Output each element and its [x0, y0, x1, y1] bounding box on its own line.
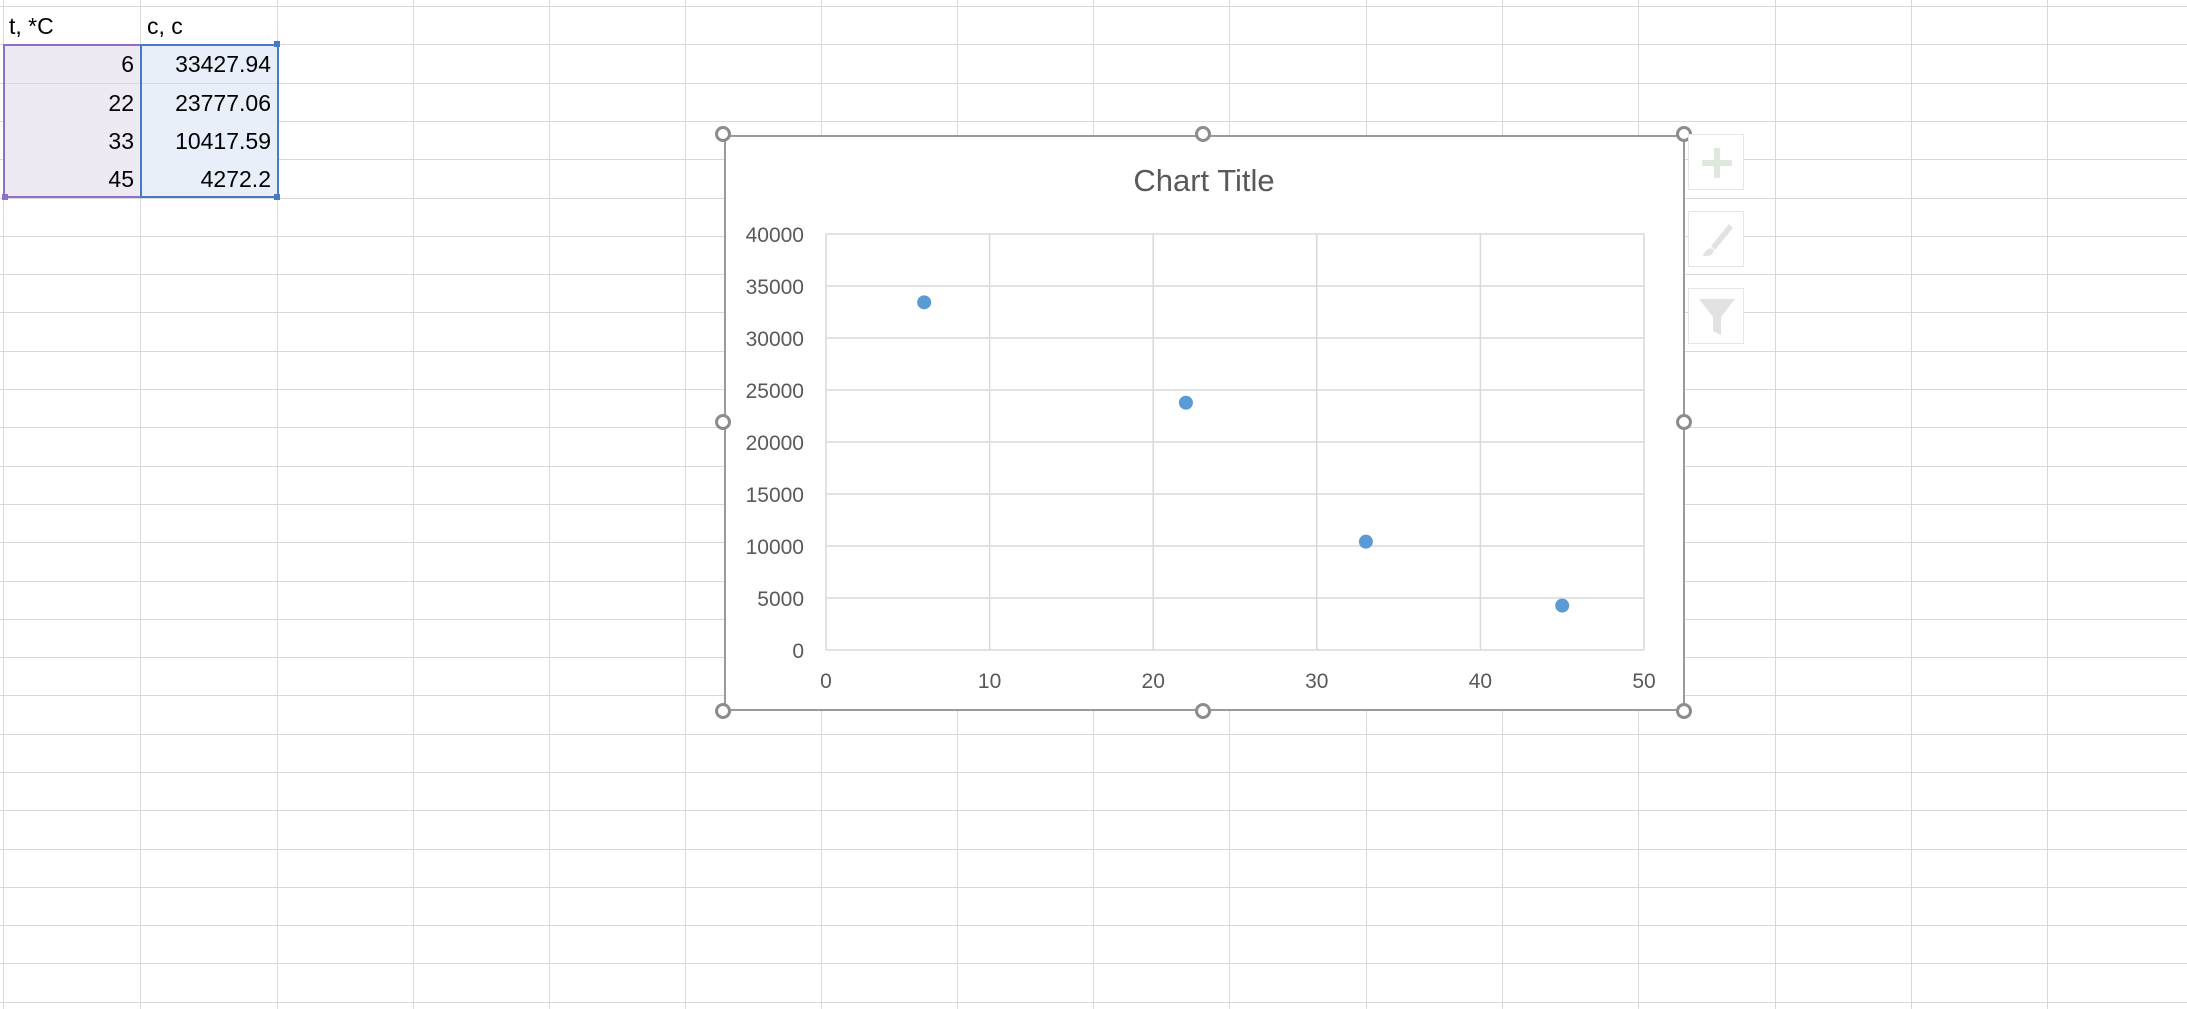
gridline-horizontal — [0, 44, 2187, 45]
cell-b4[interactable]: 10417.59 — [141, 122, 277, 160]
cell-a1[interactable]: t, *C — [9, 13, 54, 39]
data-point[interactable] — [917, 295, 932, 310]
resize-handle-middle-right[interactable] — [1676, 414, 1692, 430]
cell-a3[interactable]: 22 — [4, 84, 140, 122]
resize-handle-bottom-left[interactable] — [715, 703, 731, 719]
x-tick-label: 0 — [820, 670, 832, 693]
cell-a2[interactable]: 6 — [4, 45, 140, 83]
resize-handle-middle-left[interactable] — [715, 414, 731, 430]
resize-handle-top-left[interactable] — [715, 126, 731, 142]
resize-handle-bottom-middle[interactable] — [1195, 703, 1211, 719]
data-point[interactable] — [1178, 395, 1193, 410]
cell-a5[interactable]: 45 — [4, 160, 140, 198]
resize-handle-top-middle[interactable] — [1195, 126, 1211, 142]
chart-filters-button[interactable] — [1688, 288, 1744, 344]
x-tick-label: 50 — [1632, 670, 1655, 693]
gridline-horizontal — [0, 6, 2187, 7]
gridline-horizontal — [0, 887, 2187, 888]
cell-b2[interactable]: 33427.94 — [141, 45, 277, 83]
plot-gridlines — [825, 233, 1645, 651]
y-tick-label: 5000 — [757, 588, 804, 611]
gridline-horizontal — [0, 121, 2187, 122]
x-range-highlight — [3, 44, 142, 198]
y-tick-label: 20000 — [746, 432, 804, 455]
plus-icon — [1702, 148, 1732, 178]
brush-icon — [1703, 224, 1733, 257]
cell-b5[interactable]: 4272.2 — [141, 160, 277, 198]
range-handle-bottom-left[interactable] — [2, 194, 8, 200]
y-tick-label: 35000 — [746, 276, 804, 299]
y-tick-label: 30000 — [746, 328, 804, 351]
gridline-horizontal — [0, 849, 2187, 850]
series-points[interactable] — [917, 295, 1570, 613]
chart-title[interactable]: Chart Title — [1133, 163, 1274, 198]
x-axis-tick-labels[interactable]: 0 10 20 30 40 50 — [820, 670, 1656, 693]
data-point[interactable] — [1358, 534, 1373, 549]
gridline-horizontal — [0, 1002, 2187, 1003]
gridline-horizontal — [0, 734, 2187, 735]
cell-a4[interactable]: 33 — [4, 122, 140, 160]
filter-icon — [1699, 299, 1735, 335]
y-tick-label: 25000 — [746, 380, 804, 403]
gridline-horizontal — [0, 772, 2187, 773]
y-tick-label: 10000 — [746, 536, 804, 559]
cell-b3[interactable]: 23777.06 — [141, 84, 277, 122]
range-handle-bottom-right[interactable] — [274, 194, 280, 200]
gridline-horizontal — [0, 810, 2187, 811]
chart-object[interactable]: Chart Title 0 5000 10000 15000 20000 25000 300… — [724, 135, 1685, 711]
gridline-horizontal — [0, 925, 2187, 926]
resize-handle-bottom-right[interactable] — [1676, 703, 1692, 719]
cell-b1[interactable]: c, c — [147, 13, 183, 39]
x-tick-label: 10 — [978, 670, 1001, 693]
range-handle-top-right[interactable] — [274, 41, 280, 47]
scatter-chart[interactable]: Chart Title 0500010000150002000025000300… — [726, 137, 1683, 709]
gridline-horizontal — [0, 83, 2187, 84]
chart-styles-button[interactable] — [1688, 211, 1744, 267]
x-tick-label: 20 — [1142, 670, 1165, 693]
x-tick-label: 40 — [1469, 670, 1492, 693]
chart-elements-button[interactable] — [1688, 134, 1744, 190]
y-tick-label: 0 — [792, 640, 804, 663]
gridline-horizontal — [0, 963, 2187, 964]
y-range-highlight — [140, 44, 279, 198]
data-point[interactable] — [1555, 598, 1570, 613]
y-axis-tick-labels[interactable]: 0 5000 10000 15000 20000 25000 30000 35000 40000 — [746, 224, 804, 663]
x-tick-label: 30 — [1305, 670, 1328, 693]
y-tick-label: 15000 — [746, 484, 804, 507]
y-tick-label: 40000 — [746, 224, 804, 247]
